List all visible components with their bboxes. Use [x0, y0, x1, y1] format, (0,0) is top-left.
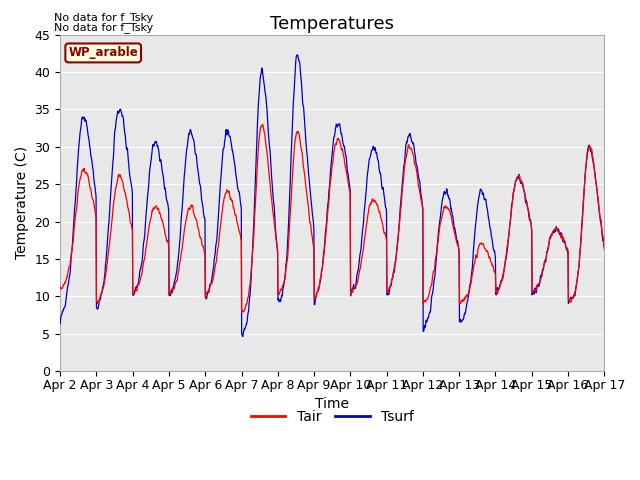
Title: Temperatures: Temperatures: [270, 15, 394, 33]
Text: No data for f_Tsky: No data for f_Tsky: [54, 12, 154, 23]
X-axis label: Time: Time: [316, 397, 349, 411]
Text: No data for f_Tsky: No data for f_Tsky: [54, 22, 154, 33]
Text: WP_arable: WP_arable: [68, 47, 138, 60]
Legend: Tair, Tsurf: Tair, Tsurf: [245, 405, 419, 430]
Y-axis label: Temperature (C): Temperature (C): [15, 146, 29, 259]
